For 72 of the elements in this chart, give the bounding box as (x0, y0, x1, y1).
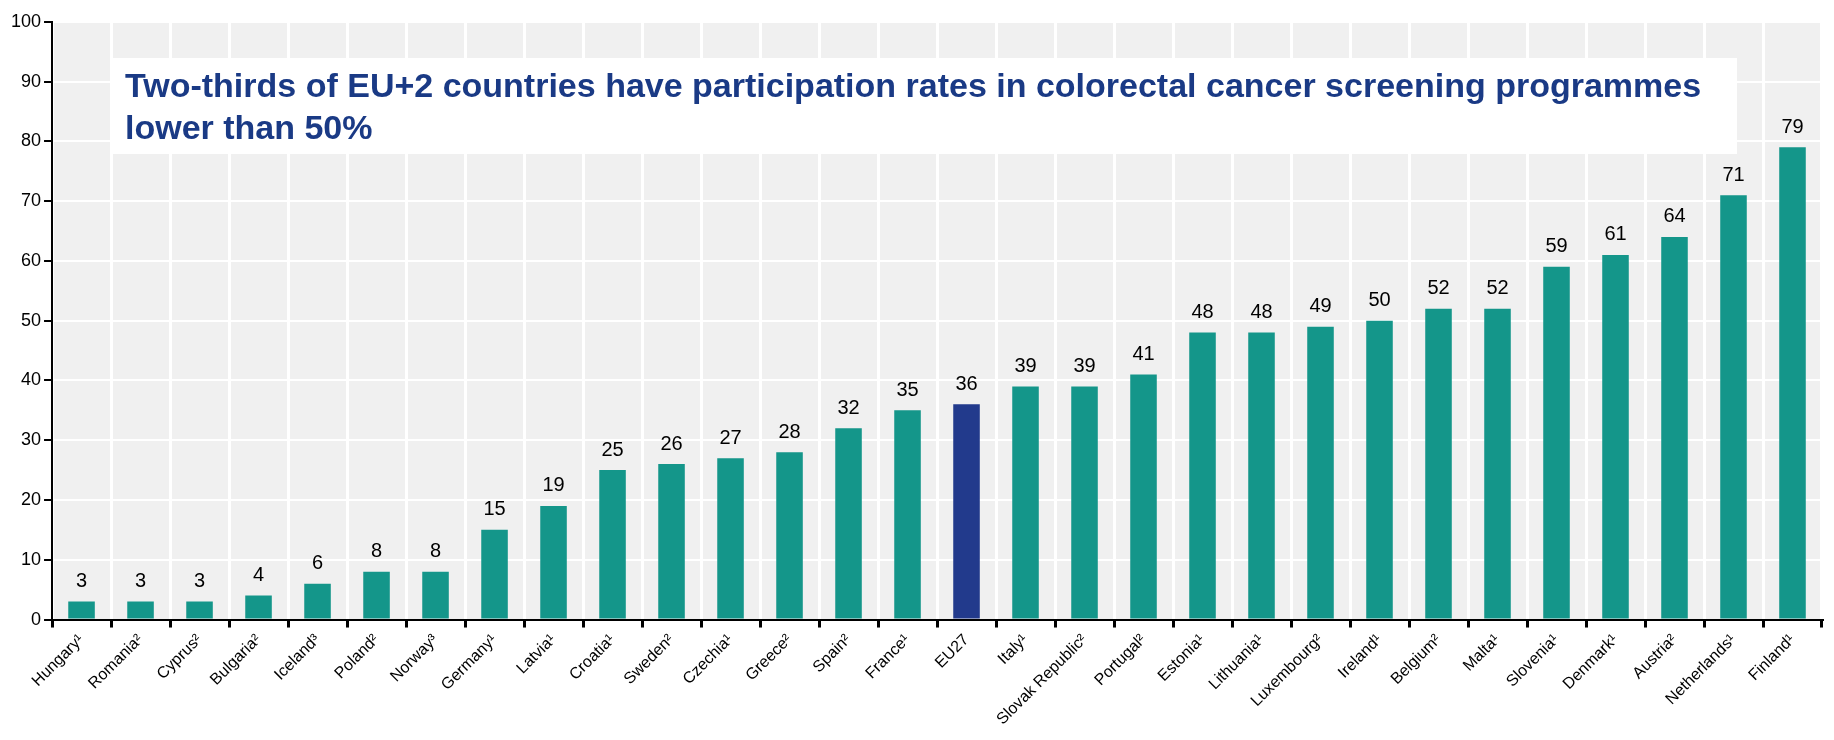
bar (540, 505, 567, 619)
y-tick-label: 10 (21, 548, 42, 569)
data-label: 50 (1368, 288, 1391, 311)
y-tick-label: 60 (21, 249, 42, 270)
data-label: 28 (778, 419, 801, 442)
data-label: 41 (1132, 341, 1155, 364)
bar (127, 601, 154, 619)
bar (1484, 308, 1511, 619)
data-label: 49 (1309, 294, 1332, 317)
bar (717, 458, 744, 619)
y-tick-label: 0 (31, 608, 42, 629)
bar (1307, 326, 1334, 619)
data-label: 4 (252, 563, 265, 586)
y-tick-label: 40 (21, 369, 42, 390)
bar (776, 452, 803, 619)
bar (304, 583, 331, 619)
bar (1602, 254, 1629, 619)
bar (245, 595, 272, 619)
bar (1189, 332, 1216, 619)
data-label: 32 (837, 395, 860, 418)
bar (1779, 147, 1806, 619)
data-label: 19 (542, 473, 565, 496)
data-label: 27 (719, 425, 742, 448)
data-label: 52 (1486, 276, 1509, 299)
bar (658, 464, 685, 619)
y-tick-label: 30 (21, 429, 42, 450)
data-label: 71 (1722, 162, 1745, 185)
y-tick-label: 50 (21, 309, 42, 330)
bar (481, 529, 508, 619)
data-label: 6 (311, 551, 324, 574)
bar (953, 404, 980, 619)
y-tick-label: 90 (21, 70, 42, 91)
bar (1661, 236, 1688, 619)
bar (894, 410, 921, 619)
data-label: 59 (1545, 234, 1568, 257)
data-label: 3 (75, 569, 88, 592)
bar (1366, 320, 1393, 619)
bar (68, 601, 95, 619)
data-label: 64 (1663, 204, 1686, 227)
bar (1720, 195, 1747, 619)
bar (1425, 308, 1452, 619)
y-tick-label: 70 (21, 190, 42, 211)
bar (363, 571, 390, 619)
bar (1248, 332, 1275, 619)
bar (599, 470, 626, 619)
bar (186, 601, 213, 619)
data-label: 52 (1427, 276, 1450, 299)
bar (1071, 386, 1098, 619)
bar (1543, 266, 1570, 619)
bar (422, 571, 449, 619)
data-label: 61 (1604, 222, 1627, 245)
data-label: 8 (370, 539, 383, 562)
data-label: 26 (660, 431, 683, 454)
data-label: 25 (601, 437, 624, 460)
data-label: 39 (1073, 353, 1096, 376)
bar (835, 428, 862, 619)
y-tick-label: 100 (10, 10, 42, 31)
data-label: 48 (1191, 300, 1214, 323)
y-tick-label: 20 (21, 488, 42, 509)
data-label: 3 (193, 569, 206, 592)
data-label: 39 (1014, 353, 1037, 376)
bar (1012, 386, 1039, 619)
data-label: 79 (1781, 114, 1804, 137)
data-label: 8 (429, 539, 442, 562)
data-label: 35 (896, 377, 919, 400)
data-label: 3 (134, 569, 147, 592)
data-label: 15 (483, 497, 506, 520)
data-label: 36 (955, 371, 978, 394)
data-label: 48 (1250, 300, 1273, 323)
y-tick-label: 80 (21, 130, 42, 151)
text: Two-thirds of EU+2 countries have participation rates in colorectal cancer screening programmes lower than 50% (113, 58, 1737, 154)
bar (1130, 374, 1157, 619)
